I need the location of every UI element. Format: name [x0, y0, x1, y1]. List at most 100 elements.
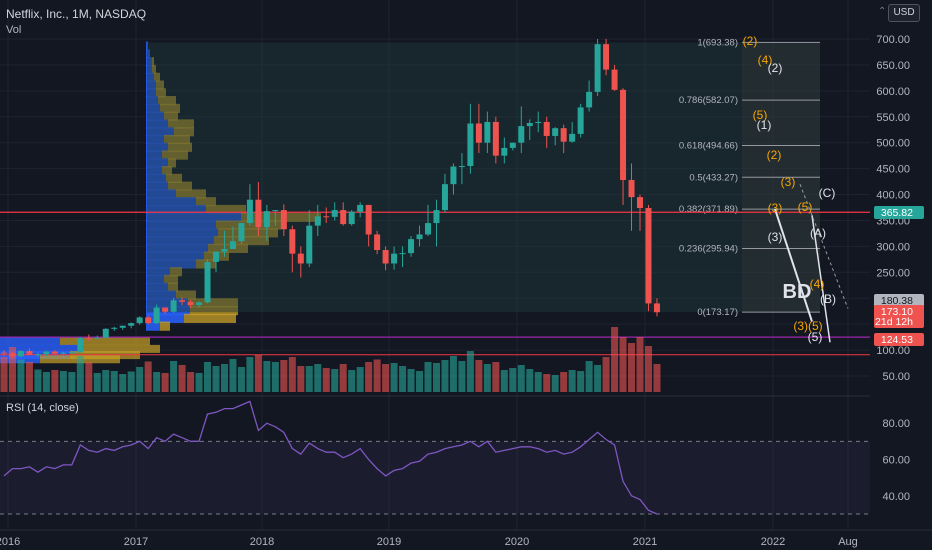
volume-bar [237, 367, 245, 392]
candle-body [425, 223, 431, 235]
candle-body [433, 210, 440, 224]
rsi-tick-label: 40.00 [882, 491, 910, 503]
candle-body [560, 128, 567, 142]
candle-body [111, 327, 118, 329]
candle-body [408, 239, 415, 254]
volume-bar [628, 343, 636, 392]
volume-profile-bar [176, 290, 196, 300]
candle-body [153, 307, 160, 324]
volume-profile-bar [146, 103, 160, 114]
volume-bar [466, 351, 474, 392]
price-badge-label: 21d 12h [875, 316, 913, 328]
candle-body [603, 44, 610, 70]
volume-bar [254, 355, 262, 392]
volume-bar [551, 375, 559, 392]
candle-body [60, 352, 67, 354]
fib-level-label: 0.382(371.89) [679, 204, 738, 215]
candle-body [475, 123, 482, 143]
candle-body [263, 211, 270, 228]
volume-bar [76, 356, 84, 392]
volume-profile-bar [80, 344, 160, 353]
projection-line [799, 183, 849, 309]
candle-body [620, 89, 627, 181]
volume-bar [314, 364, 322, 392]
time-tick-label: 2020 [505, 536, 529, 548]
candle-body [323, 216, 330, 218]
volume-profile-bar [146, 189, 176, 199]
rsi-band [0, 441, 870, 514]
volume-bar [187, 372, 195, 392]
volume-profile-bar [146, 173, 166, 183]
candle-body [543, 121, 550, 136]
volume-bar [441, 360, 449, 392]
volume-profile-bar [146, 166, 162, 176]
candle-body [357, 204, 364, 212]
candle-body [611, 69, 618, 90]
candle-body [458, 166, 465, 168]
volume-bar [611, 327, 619, 392]
trend-line [811, 215, 831, 343]
volume-bar [356, 367, 364, 392]
volume-bar [432, 363, 440, 392]
volume-bar [178, 365, 186, 392]
volume-profile-bar [164, 274, 178, 285]
volume-profile-bar [146, 243, 208, 253]
volume-bar [577, 371, 585, 392]
candle-body [340, 210, 347, 225]
currency-dropdown-icon[interactable]: ⌃ [878, 6, 887, 17]
volume-bar [594, 365, 602, 392]
candle-body [535, 121, 542, 123]
volume-bar [339, 364, 347, 392]
volume-profile-bar [166, 173, 182, 183]
volume-profile-bar [146, 220, 216, 230]
candle-body [509, 142, 516, 148]
price-badge [874, 206, 924, 219]
volume-bar [390, 363, 398, 392]
time-tick-label: 2016 [0, 536, 20, 548]
volume-profile-bar [154, 72, 160, 82]
volume-bar [136, 367, 144, 392]
volume-bar [500, 370, 508, 392]
volume-profile-bar [146, 298, 188, 308]
volume-profile-bar [146, 212, 241, 222]
volume-bar [483, 364, 491, 392]
volume-profile-bar [146, 41, 148, 51]
volume-profile-bar [162, 166, 172, 176]
fib-level-label: 0(173.17) [697, 307, 738, 318]
volume-bar [59, 371, 67, 392]
volume-profile-bar [146, 274, 164, 285]
volume-profile-bar [146, 72, 154, 82]
candle-body [204, 261, 211, 303]
volume-profile-bar [146, 142, 168, 152]
volume-profile-bar [146, 57, 152, 67]
volume-bar [153, 372, 161, 392]
volume-profile-bar [156, 88, 166, 98]
price-tick-label: 50.00 [882, 371, 910, 383]
price-badge-label: 365.82 [881, 207, 913, 219]
volume-bar [526, 369, 534, 392]
candle-body [399, 253, 406, 255]
wave-label: (C) [819, 186, 836, 200]
candle-body [416, 234, 423, 240]
rsi-legend: RSI (14, close) [6, 402, 79, 414]
price-badge [874, 294, 924, 307]
currency-selector[interactable]: USD [888, 4, 920, 22]
candle-body [331, 210, 338, 217]
rsi-tick-label: 80.00 [882, 418, 910, 430]
candle-body [26, 351, 33, 355]
volume-bar [161, 373, 169, 392]
symbol-title: Netflix, Inc., 1M, NASDAQ [6, 7, 147, 21]
candle-body [162, 307, 169, 312]
volume-profile-bar [184, 313, 236, 323]
candle-body [213, 251, 219, 262]
volume-profile-bar [0, 337, 60, 346]
wave-label: (2) [743, 34, 758, 48]
volume-profile-bar [170, 267, 182, 277]
candle-body [577, 107, 584, 134]
volume-profile-bar [146, 228, 218, 238]
candle-body [450, 166, 457, 185]
volume-profile-bar [146, 181, 168, 191]
trend-line [774, 208, 813, 322]
wave-label: (B) [820, 292, 836, 306]
